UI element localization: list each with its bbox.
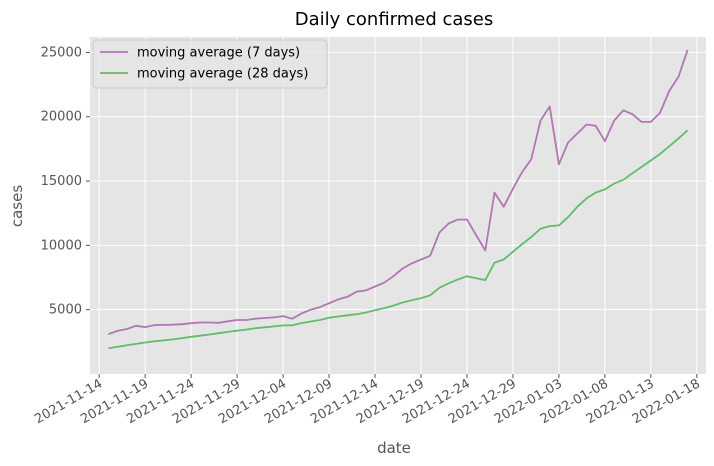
legend-label: moving average (7 days) [137,46,300,61]
chart-title: Daily confirmed cases [295,9,494,30]
legend-label: moving average (28 days) [137,67,308,82]
y-tick-label: 25000 [41,45,82,60]
x-axis-label: date [377,439,411,457]
y-tick-label: 5000 [49,303,82,318]
legend-box [92,39,328,89]
series-lines [108,49,689,350]
y-tick-label: 15000 [41,174,82,189]
plot-background [90,37,706,374]
y-axis-label: cases [8,185,26,227]
series-line-2 [108,129,689,350]
legend: moving average (7 days) moving average (2… [92,39,328,89]
series-line-1 [108,49,689,335]
y-tick-label: 20000 [41,110,82,125]
y-tick-label: 10000 [41,238,82,253]
